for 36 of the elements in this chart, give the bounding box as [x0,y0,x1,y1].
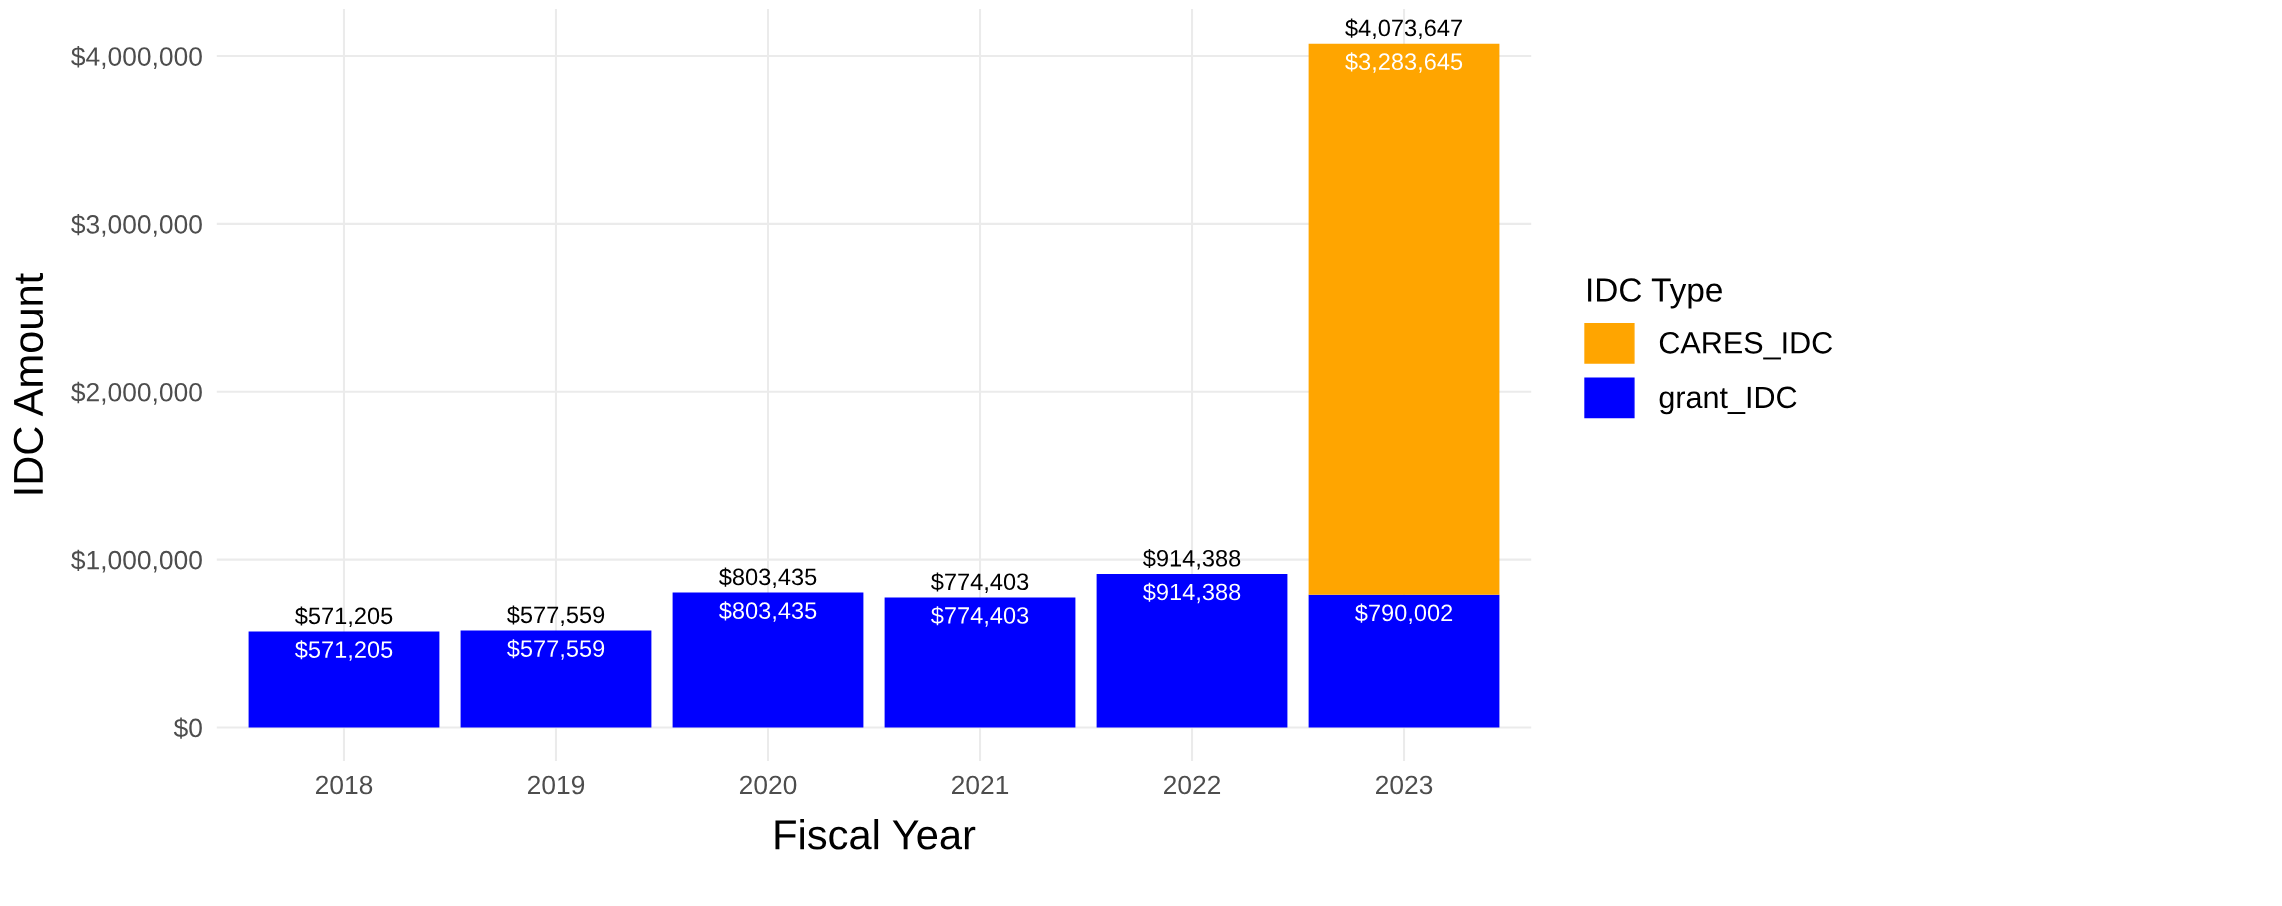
x-tick-label: 2018 [315,775,373,795]
data-label: $803,435 [719,601,817,622]
bar [1308,43,1500,595]
total-label: $571,205 [295,606,393,628]
y-tick-label: $0 [173,717,202,739]
data-label: $577,559 [507,639,605,660]
data-label: $774,403 [931,606,1029,627]
y-tick-label: $3,000,000 [71,213,202,237]
data-label: $914,388 [1143,582,1241,604]
data-label: $571,205 [295,640,393,661]
total-label: $4,073,647 [1345,18,1462,40]
legend-label: CARES_IDC [1659,332,1833,360]
data-label: $790,002 [1355,603,1453,625]
x-tick-label: 2020 [739,775,797,795]
legend-title: IDC Type [1588,278,1722,309]
bar [672,592,864,728]
x-axis-title: Fiscal Year [775,818,976,850]
total-label: $774,403 [931,572,1029,593]
total-label: $577,559 [507,605,605,626]
data-label: $3,283,645 [1345,52,1463,73]
bar [248,631,440,728]
y-tick-label: $1,000,000 [71,549,202,573]
x-tick-label: 2019 [527,775,585,795]
total-label: $914,388 [1143,548,1241,570]
x-tick-label: 2021 [951,775,1009,795]
bar [1308,594,1500,728]
y-tick-label: $2,000,000 [71,381,202,405]
bar [884,597,1076,728]
bar [460,630,652,728]
bar [1096,573,1288,728]
total-label: $803,435 [719,567,817,589]
x-tick-label: 2022 [1163,775,1221,795]
legend-label: grant_IDC [1659,386,1797,415]
y-tick-label: $4,000,000 [71,46,202,69]
y-axis-title: IDC Amount [13,273,44,494]
x-tick-label: 2023 [1376,775,1433,795]
